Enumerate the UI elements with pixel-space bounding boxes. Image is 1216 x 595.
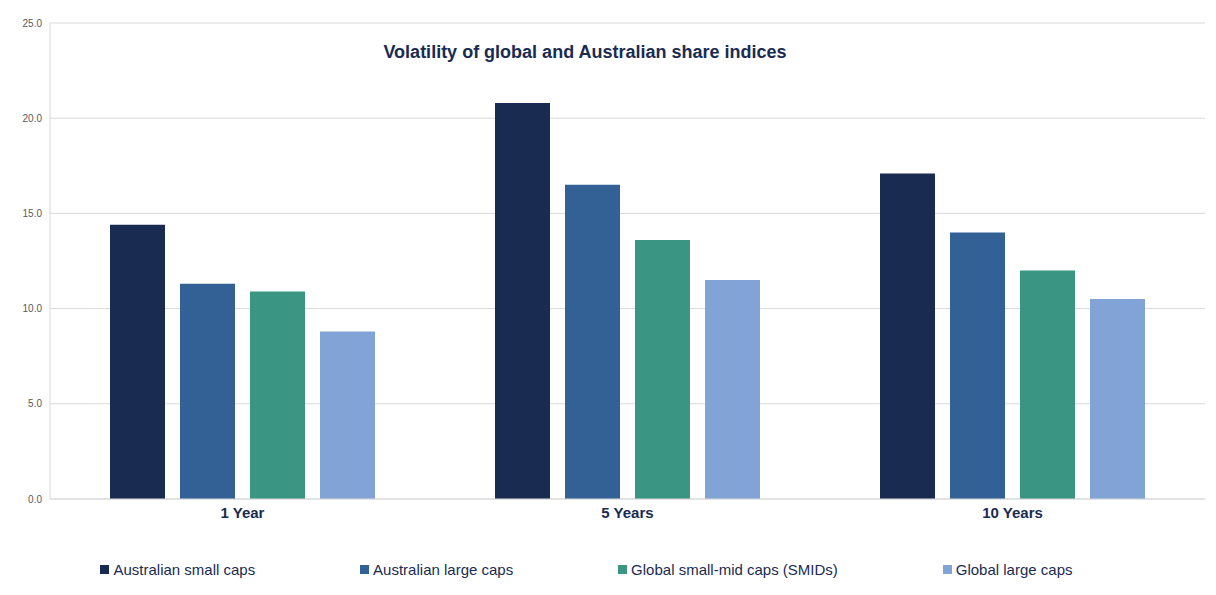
svg-text:0.0: 0.0 [28,494,42,505]
svg-text:5.0: 5.0 [28,398,42,409]
svg-text:20.0: 20.0 [23,113,43,124]
html-text:Volatility of global and Austr: Volatility of global and Australian shar… [383,42,787,62]
svg-text:10.0: 10.0 [23,303,43,314]
svg-text:1 Year: 1 Year [221,504,265,521]
html-text:Global large caps: Global large caps [955,561,1073,578]
html-text:Australian large caps: Australian large caps [373,561,514,578]
html-text:Global small-mid caps (SMIDs): Global small-mid caps (SMIDs) [631,561,838,578]
svg-text:25.0: 25.0 [23,18,43,29]
svg-text:10 Years: 10 Years [982,504,1043,521]
svg-text:5 Years: 5 Years [601,504,653,521]
html-text:Australian small caps: Australian small caps [113,561,256,578]
svg-text:15.0: 15.0 [23,208,43,219]
